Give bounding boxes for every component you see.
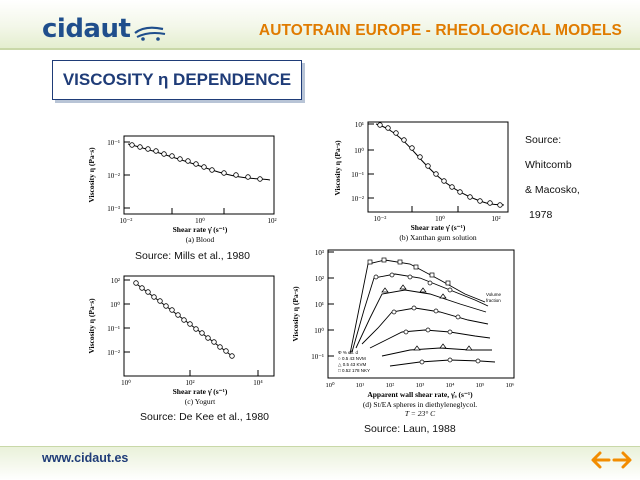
xanthan-source-caption: Source: Whitcomb & Macosko, 1978 [525, 128, 580, 228]
xanthan-viscosity-figure: 10¹ 10⁰ 10⁻¹ 10⁻² 10⁻² 10⁰ 10² Shear rat… [333, 121, 509, 242]
next-slide-button[interactable] [612, 450, 634, 470]
svg-text:fraction: fraction [486, 298, 501, 303]
svg-text:○ 0.5 43 NVM: ○ 0.5 43 NVM [338, 356, 366, 361]
side-source-line: Whitcomb [525, 159, 572, 171]
spheres-viscosity-figure: Φ % eff. d ○ 0.5 43 NVM △ 0.5 43 KVM □ 0… [291, 249, 515, 418]
blood-xtick-2: 10⁰ [195, 217, 205, 225]
yogurt-source-caption: Source: De Kee et al., 1980 [140, 411, 269, 423]
blood-source-caption: Source: Mills et al., 1980 [135, 250, 250, 262]
blood-ytick-1: 10⁻¹ [107, 139, 120, 147]
xanthan-subcaption: (b) Xanthan gum solution [399, 233, 477, 242]
spheres-ytick-4: 10⁰ [314, 327, 324, 335]
blood-ytick-3: 10⁻³ [107, 205, 120, 213]
svg-text:Φ % eff. d: Φ % eff. d [338, 350, 359, 355]
xanthan-curve [375, 123, 505, 206]
section-title: VISCOSITY η DEPENDENCE [52, 60, 302, 100]
yogurt-xtick-1: 10⁰ [121, 379, 131, 387]
arrow-right-icon [612, 451, 632, 469]
svg-text:Volume: Volume [486, 292, 502, 297]
footer-url[interactable]: www.cidaut.es [42, 451, 129, 465]
spheres-xtick-2: 10¹ [356, 382, 365, 389]
xanthan-ylabel: Viscosity η (Pa·s) [333, 140, 342, 196]
spheres-ytick-1: 10³ [315, 249, 324, 257]
yogurt-xtick-3: 10⁴ [253, 379, 263, 387]
header-band [0, 0, 640, 48]
svg-text:△ 0.5 43 KVM: △ 0.5 43 KVM [338, 362, 366, 367]
footer-divider [0, 446, 640, 447]
spheres-xtick-6: 10⁵ [476, 382, 485, 389]
spheres-xlabel: Apparent wall shear rate, γ̇ₐ (s⁻¹) [367, 390, 473, 399]
spheres-curves [349, 259, 496, 367]
spheres-ytick-2: 10² [315, 275, 324, 283]
spheres-plot-area: Φ % eff. d ○ 0.5 43 NVM △ 0.5 43 KVM □ 0… [327, 249, 515, 379]
spheres-source-caption: Source: Laun, 1988 [364, 423, 456, 435]
spheres-subcaption: (d) St/EA spheres in diethyleneglycol. [363, 400, 477, 409]
yogurt-ytick-4: 10⁻² [107, 349, 120, 357]
blood-xlabel: Shear rate γ̇ (s⁻¹) [173, 225, 228, 234]
spheres-subcaption-temperature: T = 23° C [405, 409, 436, 418]
svg-text:□ 0.52 178 NKY: □ 0.52 178 NKY [338, 368, 370, 373]
side-source-line: 1978 [529, 209, 553, 221]
spheres-ytick-3: 10¹ [315, 301, 324, 309]
blood-plot-area [123, 135, 275, 215]
xanthan-xtick-2: 10⁰ [435, 215, 445, 223]
xanthan-ytick-1: 10¹ [355, 121, 364, 129]
spheres-xtick-4: 10³ [416, 382, 425, 389]
blood-xtick-1: 10⁻² [120, 217, 133, 225]
blood-xtick-3: 10² [267, 217, 276, 225]
arrow-left-icon [591, 451, 611, 469]
page-header-title: AUTOTRAIN EUROPE - RHEOLOGICAL MODELS [258, 22, 622, 39]
xanthan-xtick-3: 10² [491, 215, 500, 223]
spheres-xtick-3: 10² [386, 382, 395, 389]
spheres-ylabel: Viscosity η (Pa·s) [291, 286, 300, 342]
spheres-xtick-5: 10⁴ [446, 382, 456, 389]
car-swoosh-icon [134, 26, 166, 41]
spheres-xtick-1: 10⁰ [325, 381, 335, 389]
blood-ylabel: Viscosity η (Pa·s) [87, 147, 96, 203]
spheres-xtick-7: 10⁶ [506, 382, 515, 389]
yogurt-ylabel: Viscosity η (Pa·s) [87, 298, 96, 354]
cidaut-logo: cidaut [42, 16, 167, 42]
xanthan-plot-area [367, 121, 509, 213]
yogurt-ytick-2: 10⁰ [110, 301, 120, 309]
yogurt-xlabel: Shear rate γ̇ (s⁻¹) [173, 387, 228, 396]
yogurt-markers [133, 280, 235, 359]
blood-markers [129, 142, 263, 182]
spheres-markers [367, 257, 481, 365]
spheres-ytick-5: 10⁻¹ [311, 353, 324, 361]
yogurt-ytick-3: 10⁻¹ [107, 325, 120, 333]
side-source-line: Source: [525, 134, 562, 146]
yogurt-plot-area [123, 275, 275, 377]
blood-subcaption: (a) Blood [186, 235, 215, 244]
xanthan-markers [377, 122, 503, 208]
previous-slide-button[interactable] [589, 450, 611, 470]
xanthan-ytick-4: 10⁻² [351, 195, 364, 203]
footer-band [0, 446, 640, 480]
xanthan-ytick-3: 10⁻¹ [351, 171, 364, 179]
xanthan-xtick-1: 10⁻² [374, 215, 387, 223]
xanthan-xlabel: Shear rate γ̇ (s⁻¹) [411, 223, 466, 232]
xanthan-ytick-2: 10⁰ [354, 147, 364, 155]
spheres-legend: Φ % eff. d ○ 0.5 43 NVM △ 0.5 43 KVM □ 0… [338, 292, 502, 373]
blood-ytick-2: 10⁻² [107, 172, 120, 180]
blood-viscosity-figure: 10⁻¹ 10⁻² 10⁻³ 10⁻² 10⁰ 10² Shear rate γ… [87, 135, 277, 244]
yogurt-subcaption: (c) Yogurt [185, 397, 216, 406]
header-divider [0, 48, 640, 50]
yogurt-ytick-1: 10² [111, 277, 120, 285]
side-source-line: & Macosko, [525, 184, 580, 196]
yogurt-viscosity-figure: 10² 10⁰ 10⁻¹ 10⁻² 10⁰ 10² 10⁴ Shear rate… [87, 275, 275, 406]
yogurt-xtick-2: 10² [185, 379, 194, 387]
logo-text: cidaut [42, 14, 131, 44]
